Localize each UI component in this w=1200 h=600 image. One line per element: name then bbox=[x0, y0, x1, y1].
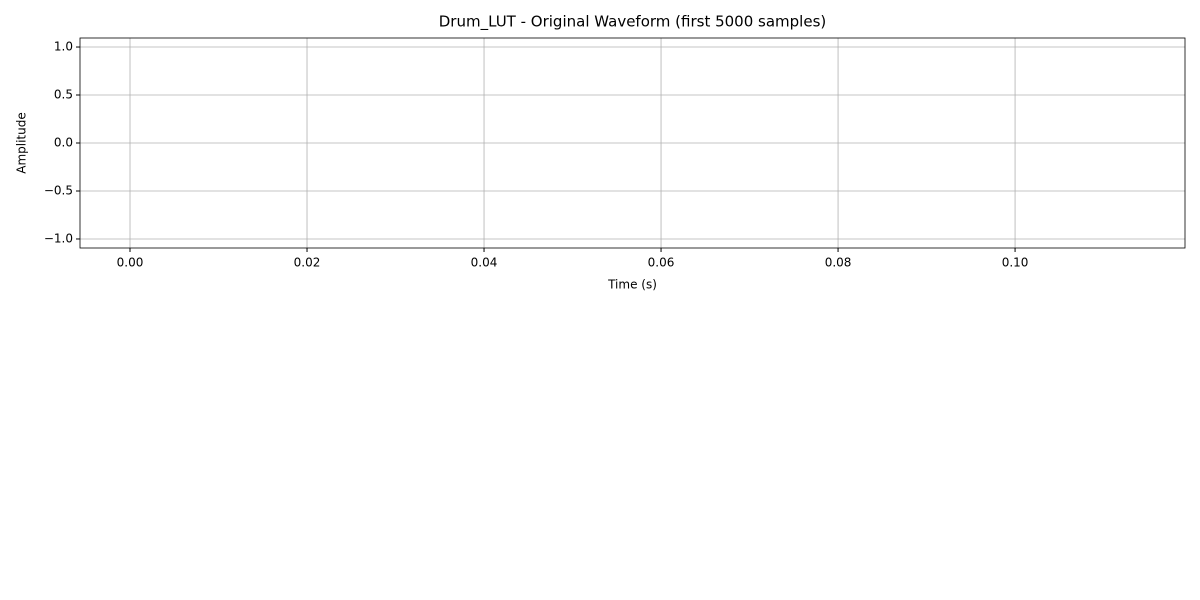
x-tick-label: 0.02 bbox=[294, 256, 321, 270]
x-tick-label: 0.08 bbox=[825, 256, 852, 270]
y-tick-label: −1.0 bbox=[44, 231, 73, 245]
x-axis-label: Time (s) bbox=[607, 278, 657, 292]
y-tick-label: 0.0 bbox=[54, 136, 73, 150]
y-tick-label: −0.5 bbox=[44, 183, 73, 197]
y-tick-label: 0.5 bbox=[54, 88, 73, 102]
chart-title: Drum_LUT - Original Waveform (first 5000… bbox=[439, 13, 827, 32]
x-tick-label: 0.00 bbox=[117, 256, 144, 270]
y-tick-label: 1.0 bbox=[54, 40, 73, 54]
x-tick-label: 0.10 bbox=[1002, 256, 1029, 270]
x-tick-label: 0.06 bbox=[648, 256, 675, 270]
plot-frame bbox=[79, 37, 1186, 249]
x-tick-label: 0.04 bbox=[471, 256, 498, 270]
y-axis-label: Amplitude bbox=[15, 112, 29, 174]
